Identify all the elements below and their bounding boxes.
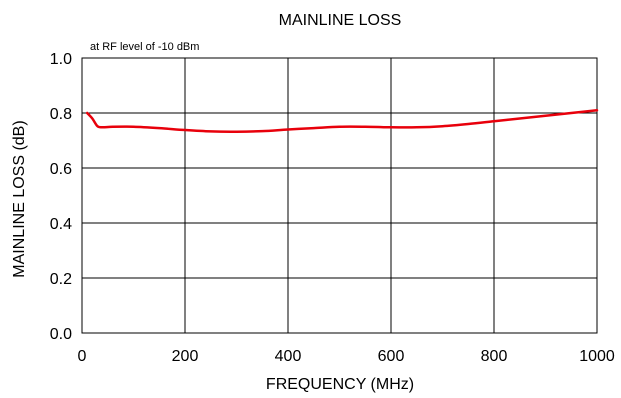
- y-tick-label: 0.4: [50, 216, 72, 233]
- y-axis-label: MAINLINE LOSS (dB): [11, 120, 28, 277]
- y-tick-label: 0.2: [50, 271, 72, 288]
- y-tick-label: 0.6: [50, 161, 72, 178]
- grid: [81, 57, 598, 334]
- series-line: [85, 109, 599, 133]
- x-tick-label: 400: [275, 348, 302, 365]
- plot-area: [81, 57, 598, 334]
- x-tick-label: 1000: [579, 348, 615, 365]
- y-tick-labels: 0.0 0.2 0.4 0.6 0.8 1.0: [50, 51, 72, 343]
- x-tick-label: 200: [172, 348, 199, 365]
- chart-title: MAINLINE LOSS: [279, 12, 402, 29]
- x-tick-label: 600: [378, 348, 405, 365]
- chart-annotation: at RF level of -10 dBm: [90, 41, 199, 53]
- x-tick-label: 0: [78, 348, 87, 365]
- y-tick-label: 1.0: [50, 51, 72, 68]
- x-tick-label: 800: [481, 348, 508, 365]
- x-axis-label: FREQUENCY (MHz): [266, 376, 414, 393]
- y-tick-label: 0.0: [50, 326, 72, 343]
- x-tick-labels: 0 200 400 600 800 1000: [78, 348, 615, 365]
- y-tick-label: 0.8: [50, 106, 72, 123]
- series-group: [85, 109, 599, 133]
